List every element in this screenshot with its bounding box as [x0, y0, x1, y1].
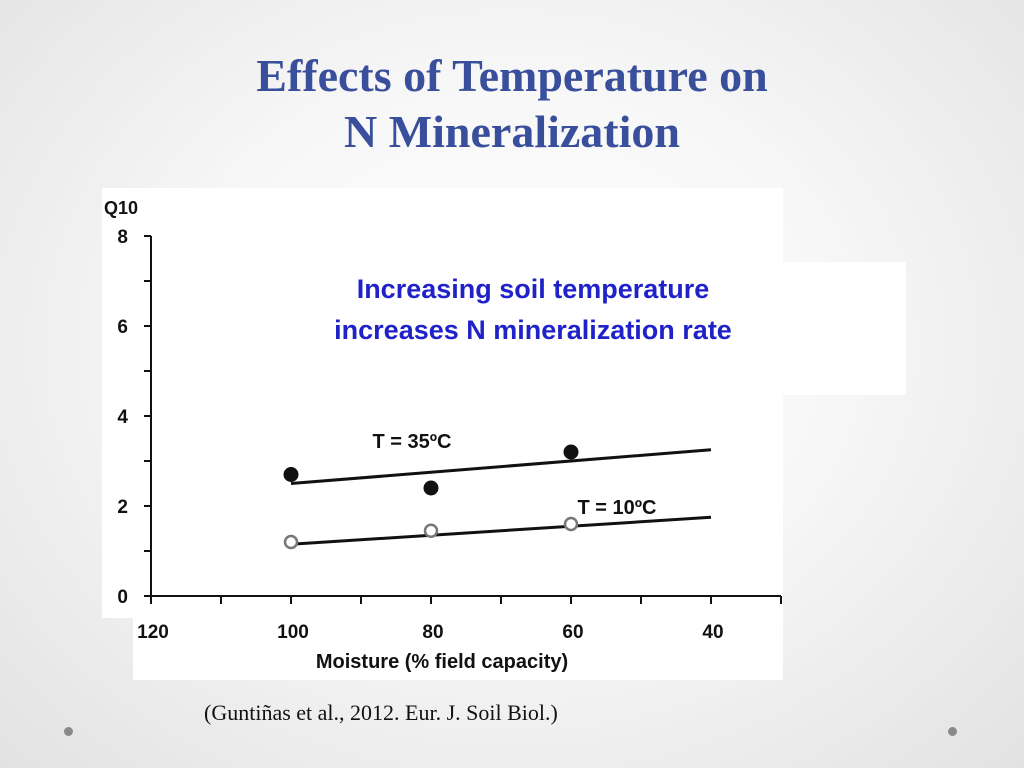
data-point-t10	[563, 516, 579, 532]
y-tick-label: 2	[117, 497, 128, 518]
y-tick-label: 6	[117, 317, 128, 338]
figure-panel	[133, 188, 783, 680]
citation: (Guntiñas et al., 2012. Eur. J. Soil Bio…	[204, 700, 558, 725]
figure-panel-left	[102, 188, 137, 618]
trend-line-t35	[290, 448, 712, 485]
x-tick-label: 80	[422, 622, 443, 643]
y-tick-label: 4	[117, 407, 128, 428]
data-point-t35	[563, 444, 579, 460]
data-point-t35	[423, 480, 439, 496]
x-axis-label: Moisture (% field capacity)	[316, 651, 568, 673]
x-tick-label: 100	[277, 622, 309, 643]
trend-line-t10	[290, 515, 712, 546]
data-point-t35	[283, 467, 299, 482]
figure-panel-extension	[783, 262, 906, 395]
chart-annotation-line: increases N mineralization rate	[334, 315, 732, 345]
series-label-t35: T = 35ºC	[372, 431, 451, 453]
title-line-1: Effects of Temperature on	[256, 50, 768, 101]
data-point-t10	[423, 523, 439, 538]
chart-annotation-line: Increasing soil temperature	[357, 274, 710, 304]
title-line-2: N Mineralization	[344, 106, 680, 157]
bottom-left-dot-icon	[64, 727, 73, 736]
x-tick-label: 40	[702, 622, 723, 643]
x-tick-label: 60	[562, 622, 583, 643]
y-axis-label: Q10	[104, 198, 138, 218]
y-tick-label: 8	[117, 227, 128, 248]
data-point-t10	[283, 534, 299, 550]
bottom-right-dot-icon	[948, 727, 957, 736]
series-label-t10: T = 10ºC	[577, 497, 656, 519]
y-tick-label: 0	[117, 587, 128, 608]
slide-title: Effects of Temperature on N Mineralizati…	[0, 48, 1024, 160]
x-tick-label: 120	[137, 622, 169, 643]
